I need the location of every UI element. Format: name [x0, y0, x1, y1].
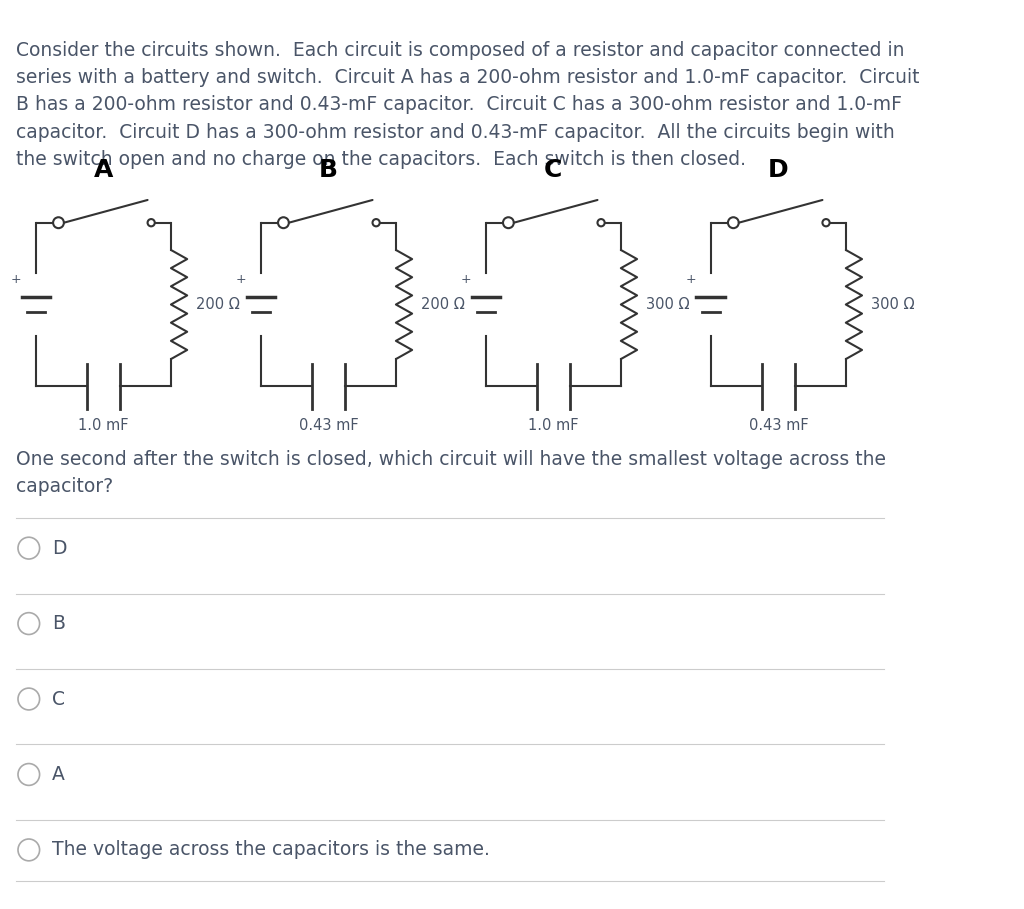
Text: 1.0 mF: 1.0 mF — [78, 418, 129, 434]
Text: 200 Ω: 200 Ω — [421, 297, 465, 312]
Text: 300 Ω: 300 Ω — [646, 297, 689, 312]
Text: D: D — [52, 539, 67, 557]
Text: B: B — [52, 614, 66, 633]
Text: C: C — [52, 690, 66, 708]
Text: +: + — [461, 274, 471, 286]
Text: Consider the circuits shown.  Each circuit is composed of a resistor and capacit: Consider the circuits shown. Each circui… — [16, 41, 920, 169]
Text: 200 Ω: 200 Ω — [197, 297, 240, 312]
Text: A: A — [52, 765, 66, 784]
Text: +: + — [11, 274, 22, 286]
Text: The voltage across the capacitors is the same.: The voltage across the capacitors is the… — [52, 841, 490, 859]
Text: +: + — [236, 274, 247, 286]
Text: 300 Ω: 300 Ω — [871, 297, 914, 312]
Text: +: + — [686, 274, 696, 286]
Text: B: B — [318, 158, 338, 182]
Text: 0.43 mF: 0.43 mF — [299, 418, 358, 434]
Text: 0.43 mF: 0.43 mF — [749, 418, 808, 434]
Text: One second after the switch is closed, which circuit will have the smallest volt: One second after the switch is closed, w… — [16, 450, 886, 496]
Text: D: D — [768, 158, 788, 182]
Text: 1.0 mF: 1.0 mF — [528, 418, 579, 434]
Text: C: C — [544, 158, 562, 182]
Text: A: A — [94, 158, 114, 182]
